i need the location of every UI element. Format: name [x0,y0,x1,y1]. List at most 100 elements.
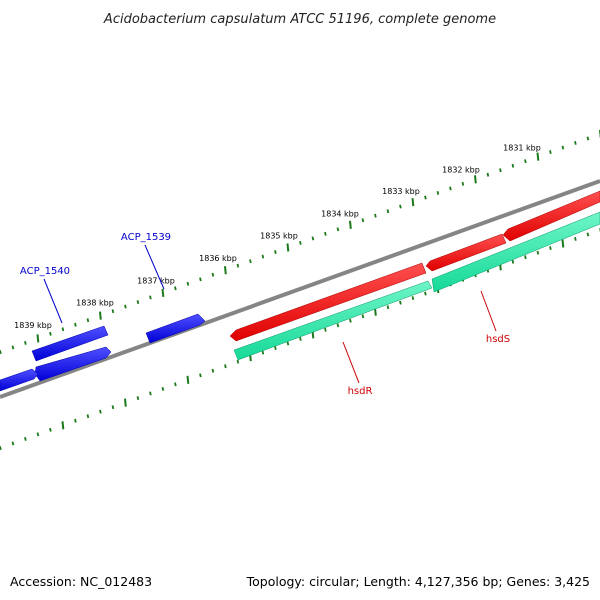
minor-tick [336,323,340,328]
minor-tick [111,309,115,314]
minor-tick [24,340,27,345]
minor-tick [311,236,315,241]
minor-tick [49,331,52,336]
minor-tick [411,296,415,301]
map-title: Acidobacterium capsulatum ATCC 51196, co… [103,12,496,27]
minor-tick [386,305,390,310]
callout-acp1539 [144,244,165,290]
minor-tick [174,382,177,387]
minor-tick [211,272,215,277]
minor-tick [524,255,527,260]
minor-tick [261,254,265,259]
minor-tick [574,236,577,241]
major-tick [124,398,127,407]
major-tick [186,375,190,384]
minor-tick [299,240,302,245]
minor-tick [111,405,115,410]
major-tick [474,175,477,184]
tick-label: 1836 kbp [199,254,237,263]
minor-tick [0,446,2,450]
minor-tick [486,172,490,177]
gene-label-hsdS[interactable]: hsdS [486,334,510,345]
minor-tick [86,318,90,323]
minor-tick [574,140,577,145]
minor-tick [124,304,127,309]
minor-tick [511,163,515,168]
major-tick [224,266,227,275]
minor-tick [399,300,402,305]
minor-tick [561,145,565,150]
minor-tick [324,327,327,332]
major-tick [536,152,540,161]
minor-tick [386,209,390,214]
minor-tick [11,345,15,350]
minor-tick [24,436,27,441]
minor-tick [274,250,277,255]
minor-tick [586,232,590,237]
minor-tick [374,213,377,218]
minor-tick [349,318,352,323]
minor-tick [236,263,240,268]
minor-tick [74,418,77,423]
minor-tick [424,291,427,296]
inner-tick-row [0,228,600,450]
minor-tick [136,300,140,305]
gene-arrow-hsd-forward-2[interactable] [425,233,507,272]
minor-tick [261,350,265,355]
gene-label-acp1540[interactable]: ACP_1540 [20,266,70,277]
tick-label: 1835 kbp [260,232,298,241]
minor-tick [161,386,165,391]
minor-tick [86,414,90,419]
minor-tick [536,250,540,255]
major-tick [411,198,415,207]
gene-arrow-acp1539[interactable] [145,313,206,344]
gene-arrow-hsdS[interactable] [431,211,600,293]
tick-label: 1839 kbp [14,321,52,330]
minor-tick [361,218,365,223]
gene-label-acp1539[interactable]: ACP_1539 [121,232,171,243]
minor-tick [499,168,502,173]
minor-tick [511,259,515,264]
major-tick [561,239,565,248]
minor-tick [436,190,440,195]
minor-tick [524,159,527,164]
minor-tick [136,396,140,401]
accession-text: Accession: NC_012483 [10,574,152,589]
tick-label: 1834 kbp [321,209,359,218]
minor-tick [211,368,215,373]
minor-tick [186,281,190,286]
outer-tick-row [0,129,600,354]
minor-tick [199,277,202,282]
minor-tick [549,150,552,155]
minor-tick [286,341,290,346]
tick-label: 1832 kbp [442,165,480,174]
gene-label-hsdR[interactable]: hsdR [348,386,373,397]
major-tick [36,334,40,343]
minor-tick [361,314,365,319]
gene-arrow-hsd-forward-1[interactable] [229,262,427,342]
callout-hsdS [480,290,497,332]
minor-tick [549,246,552,251]
tick-label: 1838 kbp [76,299,114,308]
minor-tick [449,186,452,191]
minor-tick [149,391,152,396]
major-tick [161,288,165,297]
minor-tick [11,441,15,446]
minor-tick [61,327,65,332]
minor-tick [461,181,465,186]
minor-tick [399,204,402,209]
gene-arrow-acp1540[interactable] [31,325,109,362]
major-tick [99,311,102,320]
tick-label: 1831 kbp [503,143,541,152]
minor-tick [336,227,340,232]
minor-tick [149,295,152,300]
gene-arrow-hsdR[interactable] [233,280,433,361]
minor-tick [0,350,2,354]
gene-arrow-reverse-2[interactable] [0,368,39,392]
minor-tick [199,373,202,378]
gene-arrow-hsd-forward-3[interactable] [502,190,600,242]
minor-tick [299,336,302,341]
tick-labels: 1831 kbp 1832 kbp 1833 kbp 1834 kbp 1835 kbp… [14,143,541,330]
minor-tick [99,409,102,414]
